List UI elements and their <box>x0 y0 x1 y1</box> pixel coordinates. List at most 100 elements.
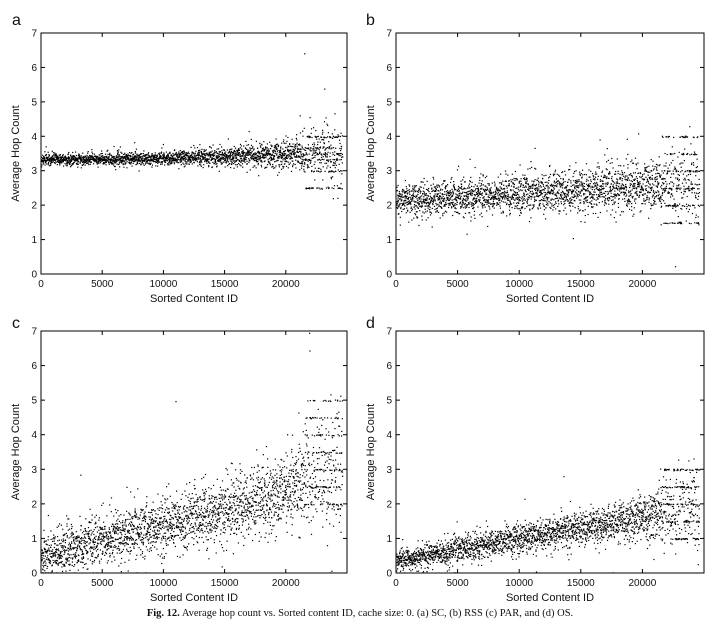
data-point <box>645 167 647 169</box>
data-point <box>278 171 280 174</box>
data-point <box>245 159 247 161</box>
data-point <box>397 198 399 200</box>
data-point <box>661 193 664 195</box>
data-point <box>420 205 422 207</box>
data-point <box>266 164 269 166</box>
data-point <box>256 156 258 159</box>
data-point <box>489 188 491 190</box>
data-point <box>504 194 506 196</box>
data-point <box>48 158 50 160</box>
data-point <box>219 154 221 156</box>
data-point <box>321 154 323 156</box>
data-point <box>463 217 465 219</box>
data-point <box>648 201 650 203</box>
data-point <box>565 199 567 201</box>
data-point <box>447 192 449 194</box>
data-point <box>407 203 409 205</box>
data-point <box>402 196 404 198</box>
data-point <box>84 164 86 166</box>
data-point <box>639 183 641 185</box>
data-point <box>502 191 504 194</box>
data-point <box>407 201 409 203</box>
data-point <box>606 161 608 163</box>
data-point <box>425 193 427 195</box>
data-point <box>564 181 566 183</box>
data-point <box>414 189 416 191</box>
data-point <box>305 159 307 161</box>
data-point <box>669 170 671 172</box>
data-point <box>206 160 209 162</box>
data-point <box>260 146 262 148</box>
data-point <box>131 165 133 167</box>
data-point <box>325 148 327 150</box>
data-point <box>500 212 502 214</box>
data-point <box>232 156 234 158</box>
data-point <box>456 194 458 196</box>
data-point <box>494 185 496 187</box>
data-point <box>454 189 456 191</box>
data-point <box>538 205 540 207</box>
data-point <box>646 166 648 168</box>
data-point <box>177 154 179 156</box>
data-point <box>655 173 657 175</box>
data-point <box>145 154 147 156</box>
data-point <box>529 187 531 189</box>
data-point <box>476 201 478 203</box>
data-point <box>93 155 95 157</box>
data-point <box>652 189 655 192</box>
data-point <box>86 162 88 164</box>
data-point <box>200 152 203 154</box>
data-point <box>118 163 120 165</box>
data-point <box>421 204 423 206</box>
data-point <box>282 167 284 169</box>
data-point <box>502 188 504 190</box>
data-point <box>573 190 575 192</box>
data-point <box>535 168 537 170</box>
data-point <box>230 160 232 162</box>
data-point <box>341 135 343 137</box>
data-point <box>585 180 587 182</box>
data-point <box>543 191 545 193</box>
data-point <box>427 194 429 197</box>
data-point <box>428 205 430 207</box>
data-point <box>124 156 126 158</box>
data-point <box>450 193 452 195</box>
data-point <box>198 161 200 164</box>
data-point <box>660 178 663 180</box>
data-point <box>493 198 495 200</box>
data-point <box>489 190 492 192</box>
data-point <box>180 164 182 166</box>
data-point <box>562 179 564 181</box>
data-point <box>328 187 330 189</box>
data-point <box>632 162 634 164</box>
data-point <box>331 147 333 149</box>
data-point <box>646 197 648 199</box>
data-point <box>235 147 237 149</box>
data-point <box>125 162 127 164</box>
data-point <box>80 155 82 157</box>
data-point <box>122 163 124 165</box>
data-point <box>197 151 199 154</box>
data-point <box>222 158 224 160</box>
data-point <box>47 151 49 153</box>
data-point <box>571 196 573 198</box>
data-point <box>251 157 253 159</box>
data-point <box>314 156 316 158</box>
data-point <box>125 155 127 157</box>
data-point <box>259 157 261 159</box>
data-point <box>263 150 266 152</box>
data-point <box>281 152 284 154</box>
data-point <box>294 143 296 146</box>
data-point <box>609 171 611 173</box>
data-point <box>466 204 469 206</box>
data-point <box>649 184 651 186</box>
data-point <box>571 199 573 201</box>
data-point <box>254 154 256 156</box>
data-point <box>339 147 341 150</box>
data-point <box>586 196 588 198</box>
data-point <box>494 183 496 185</box>
data-point <box>262 149 264 151</box>
data-point <box>603 196 606 198</box>
data-point <box>177 158 179 160</box>
data-point <box>655 176 657 178</box>
